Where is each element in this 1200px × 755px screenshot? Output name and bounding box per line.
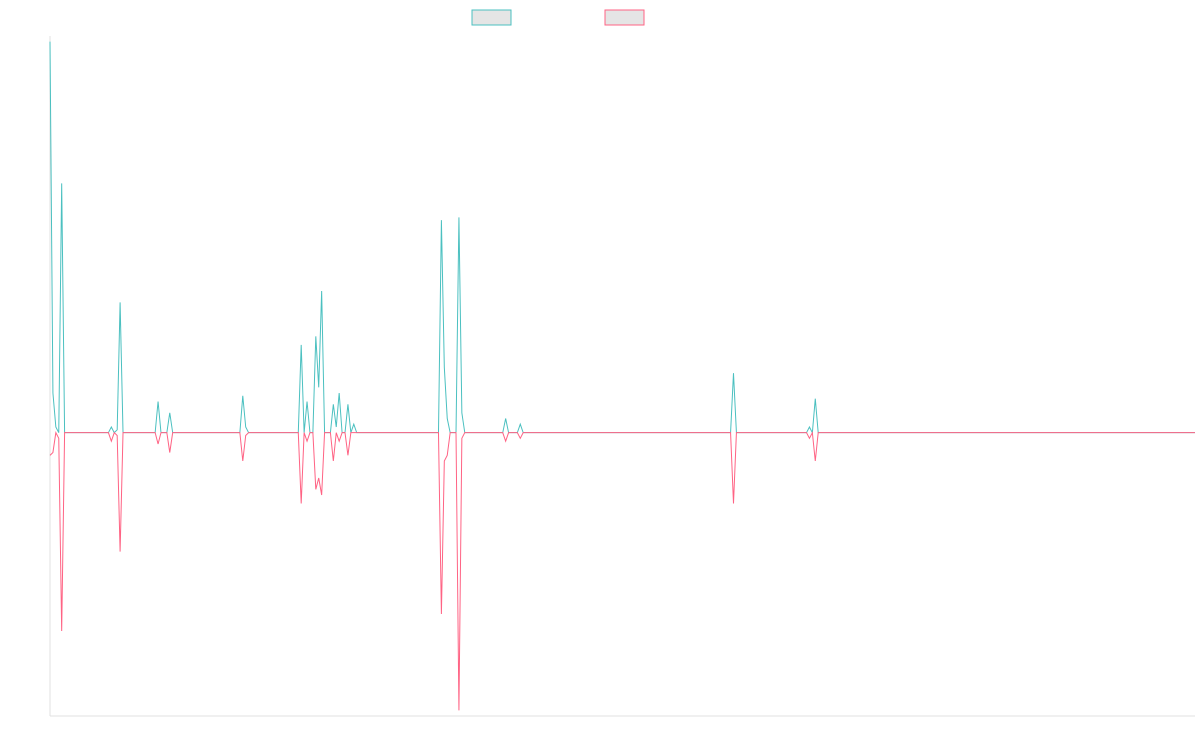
- series-group: [49, 41, 1195, 711]
- axes: [49, 36, 1195, 717]
- series-line-2: [49, 430, 1195, 711]
- legend-swatch-1[interactable]: [471, 9, 512, 26]
- legend-swatch-2[interactable]: [604, 9, 645, 26]
- series-line-1: [49, 41, 1195, 435]
- legend[interactable]: [471, 9, 645, 26]
